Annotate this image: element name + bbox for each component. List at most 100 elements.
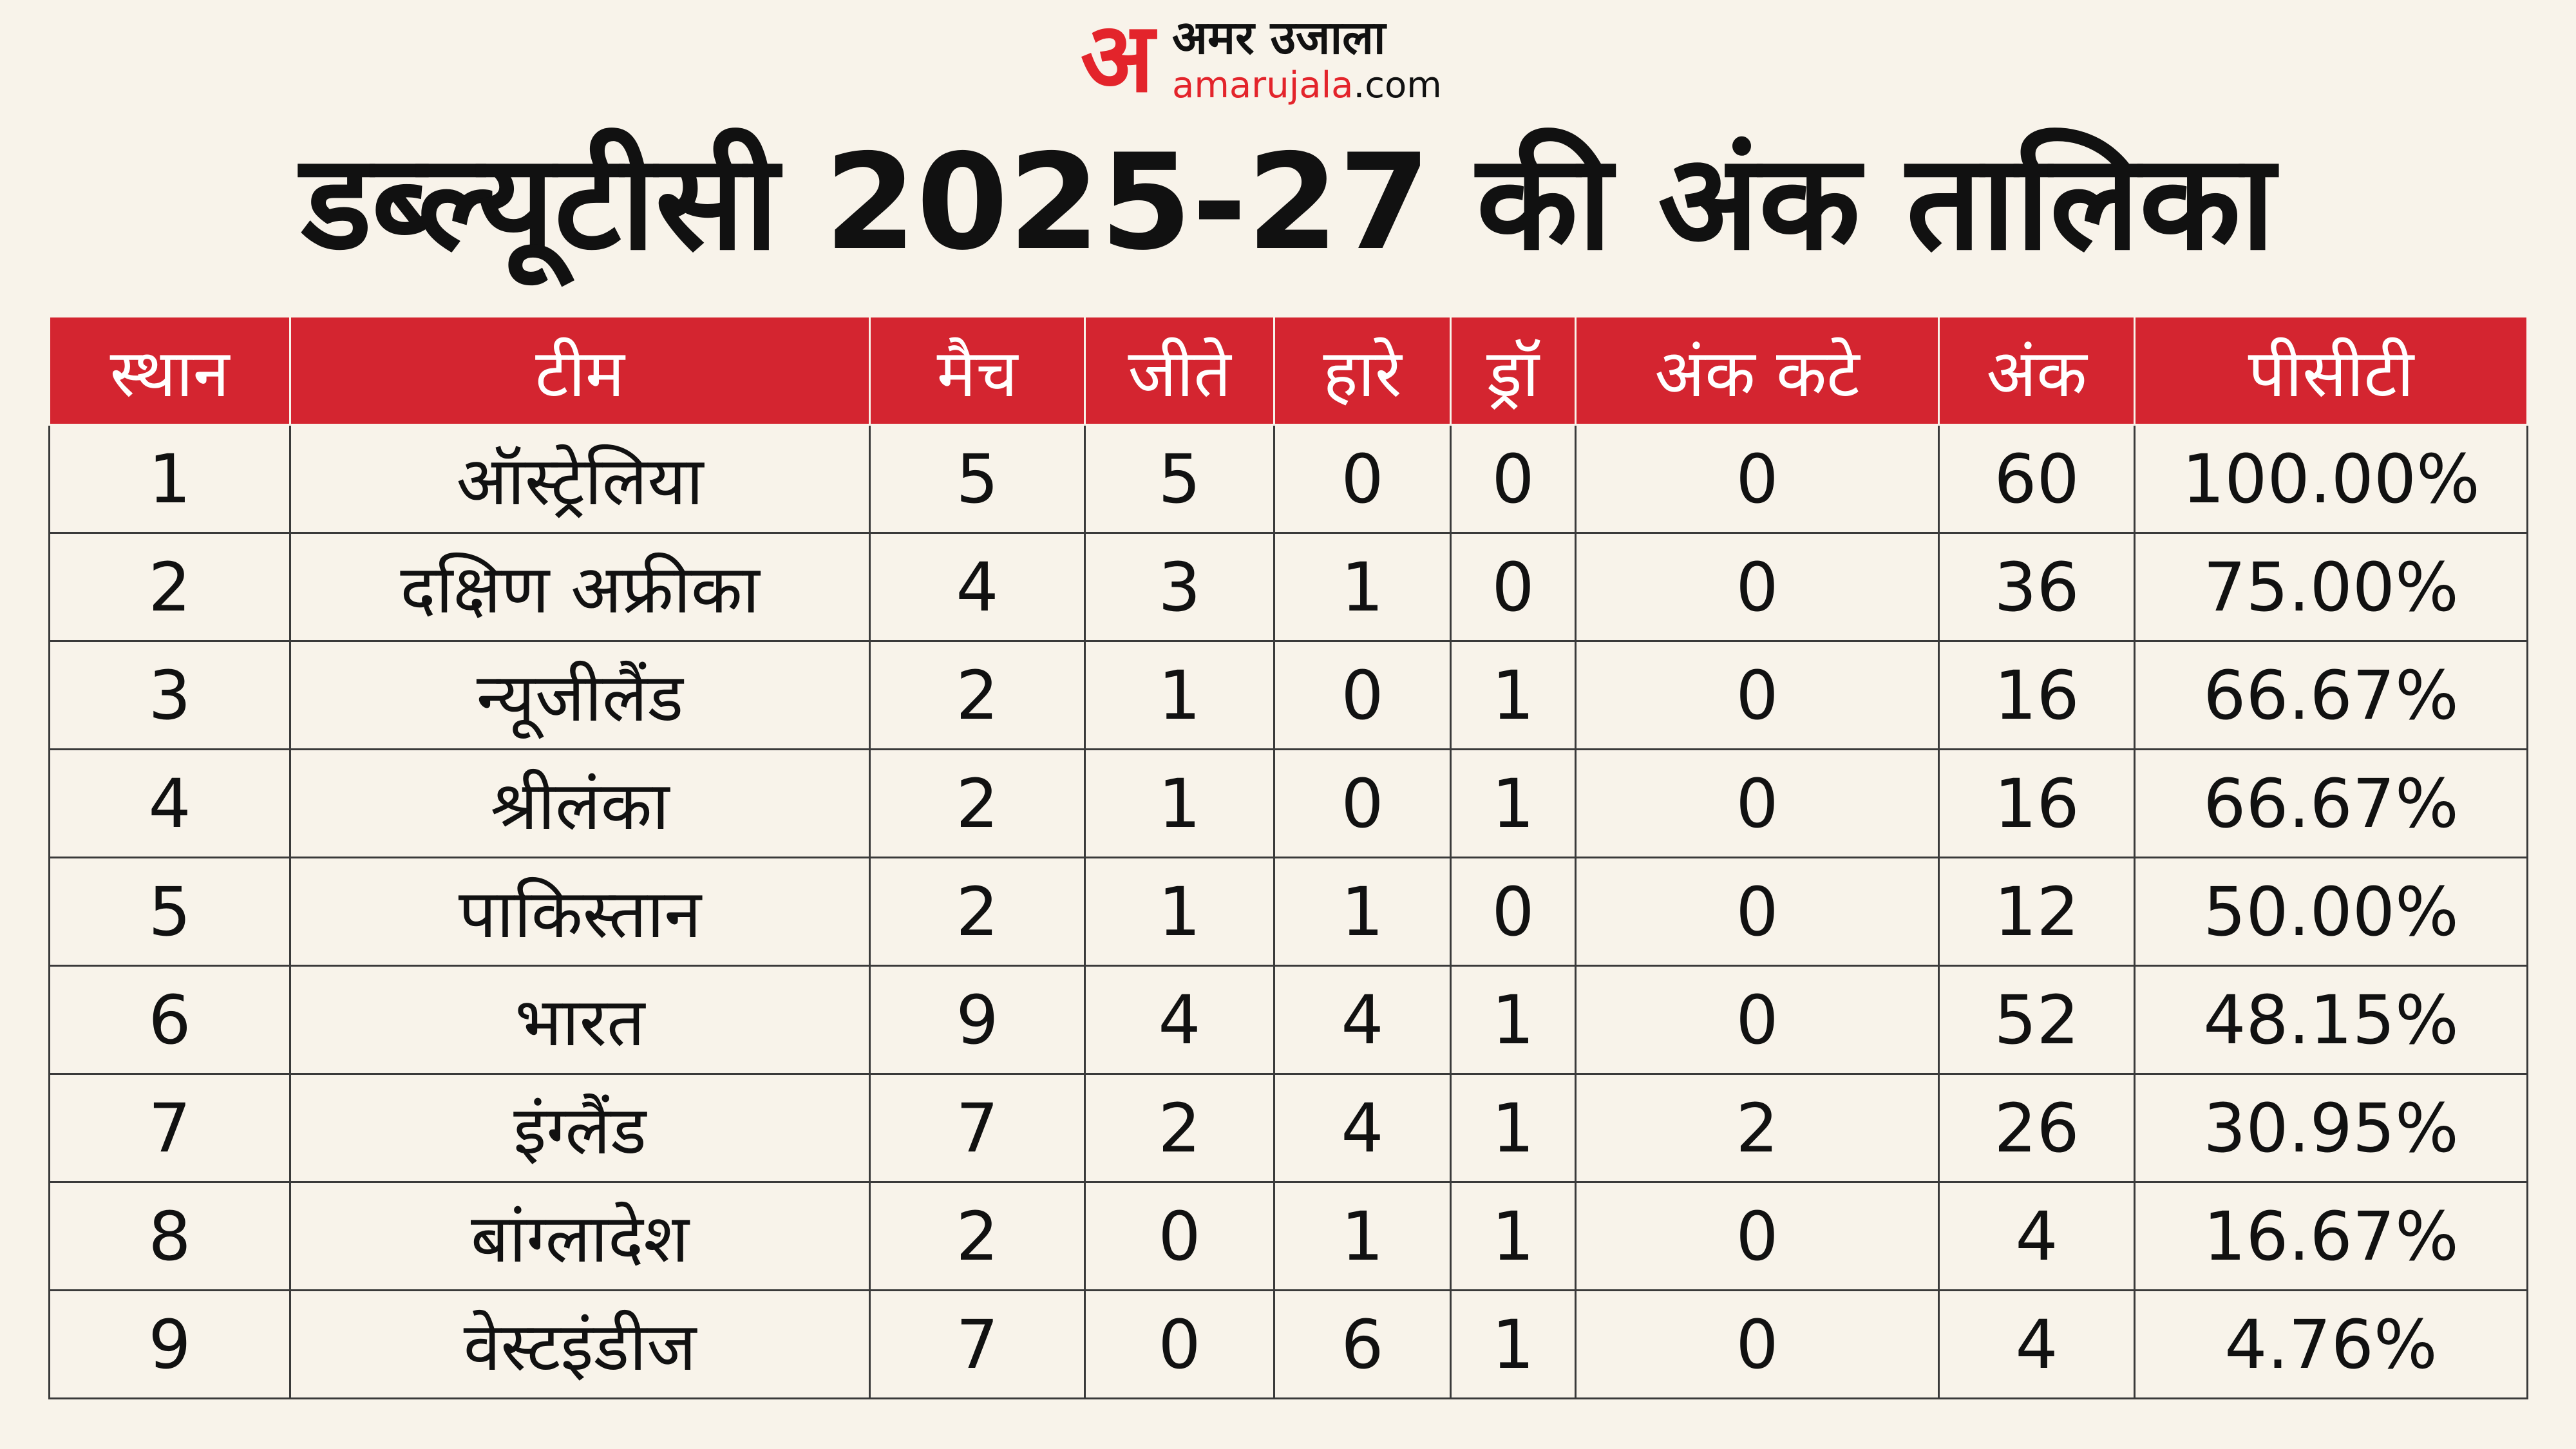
cell-draw: 1 — [1450, 965, 1577, 1075]
column-header-draw: ड्रॉ — [1450, 316, 1577, 426]
column-header-team: टीम — [289, 316, 871, 426]
cell-points-deducted: 0 — [1575, 532, 1940, 642]
column-header-pct: पीसीटी — [2134, 316, 2528, 426]
cell-matches: 5 — [869, 424, 1086, 534]
cell-won: 3 — [1084, 532, 1275, 642]
cell-draw: 1 — [1450, 748, 1577, 858]
cell-rank: 7 — [48, 1073, 291, 1183]
cell-lost: 0 — [1273, 424, 1452, 534]
table-header-row: स्थान टीम मैच जीते हारे ड्रॉ अंक कटे अंक… — [48, 316, 2528, 426]
cell-won: 2 — [1084, 1073, 1275, 1183]
cell-won: 4 — [1084, 965, 1275, 1075]
cell-matches: 2 — [869, 640, 1086, 750]
cell-draw: 1 — [1450, 1289, 1577, 1399]
table-row: 5 पाकिस्तान 2 1 1 0 0 12 50.00% — [48, 857, 2528, 967]
cell-points-deducted: 0 — [1575, 1289, 1940, 1399]
table-row: 7 इंग्लैंड 7 2 4 1 2 26 30.95% — [48, 1073, 2528, 1183]
table-row: 2 दक्षिण अफ्रीका 4 3 1 0 0 36 75.00% — [48, 532, 2528, 642]
cell-pct: 48.15% — [2134, 965, 2528, 1075]
table-row: 9 वेस्टइंडीज 7 0 6 1 0 4 4.76% — [48, 1289, 2528, 1399]
cell-matches: 9 — [869, 965, 1086, 1075]
column-header-rank: स्थान — [48, 316, 291, 426]
cell-lost: 0 — [1273, 748, 1452, 858]
cell-pct: 16.67% — [2134, 1181, 2528, 1291]
cell-matches: 7 — [869, 1073, 1086, 1183]
cell-pct: 30.95% — [2134, 1073, 2528, 1183]
column-header-points: अंक — [1938, 316, 2136, 426]
cell-rank: 5 — [48, 857, 291, 967]
cell-team: वेस्टइंडीज — [289, 1289, 871, 1399]
cell-won: 0 — [1084, 1289, 1275, 1399]
cell-lost: 4 — [1273, 965, 1452, 1075]
cell-won: 5 — [1084, 424, 1275, 534]
cell-lost: 6 — [1273, 1289, 1452, 1399]
logo-domain-suffix: .com — [1353, 64, 1442, 106]
cell-points: 36 — [1938, 532, 2136, 642]
cell-points-deducted: 0 — [1575, 965, 1940, 1075]
cell-pct: 66.67% — [2134, 748, 2528, 858]
cell-rank: 4 — [48, 748, 291, 858]
column-header-points-deducted: अंक कटे — [1575, 316, 1940, 426]
cell-draw: 1 — [1450, 1073, 1577, 1183]
cell-draw: 0 — [1450, 532, 1577, 642]
cell-rank: 3 — [48, 640, 291, 750]
cell-points: 4 — [1938, 1181, 2136, 1291]
logo-mark: अ — [1080, 2, 1155, 114]
logo-domain: amarujala.com — [1172, 65, 1442, 106]
cell-rank: 2 — [48, 532, 291, 642]
cell-matches: 7 — [869, 1289, 1086, 1399]
cell-lost: 1 — [1273, 857, 1452, 967]
cell-points-deducted: 0 — [1575, 424, 1940, 534]
cell-team: भारत — [289, 965, 871, 1075]
cell-points: 12 — [1938, 857, 2136, 967]
cell-won: 1 — [1084, 640, 1275, 750]
cell-points: 4 — [1938, 1289, 2136, 1399]
cell-points-deducted: 2 — [1575, 1073, 1940, 1183]
cell-points-deducted: 0 — [1575, 1181, 1940, 1291]
cell-pct: 100.00% — [2134, 424, 2528, 534]
cell-draw: 0 — [1450, 857, 1577, 967]
cell-won: 1 — [1084, 748, 1275, 858]
logo-name-hindi: अमर उजाला — [1172, 10, 1386, 64]
cell-rank: 1 — [48, 424, 291, 534]
cell-draw: 1 — [1450, 640, 1577, 750]
cell-lost: 0 — [1273, 640, 1452, 750]
cell-points-deducted: 0 — [1575, 857, 1940, 967]
column-header-matches: मैच — [869, 316, 1086, 426]
cell-points-deducted: 0 — [1575, 640, 1940, 750]
cell-lost: 4 — [1273, 1073, 1452, 1183]
points-table: स्थान टीम मैच जीते हारे ड्रॉ अंक कटे अंक… — [48, 316, 2528, 1399]
cell-matches: 4 — [869, 532, 1086, 642]
cell-won: 1 — [1084, 857, 1275, 967]
page-title: डब्ल्यूटीसी 2025-27 की अंक तालिका — [301, 126, 2275, 279]
amarujala-logo: अ अमर उजाला amarujala.com — [1069, 6, 1507, 109]
cell-rank: 8 — [48, 1181, 291, 1291]
table-row: 6 भारत 9 4 4 1 0 52 48.15% — [48, 965, 2528, 1075]
cell-points: 60 — [1938, 424, 2136, 534]
cell-team: न्यूजीलैंड — [289, 640, 871, 750]
logo-text: अमर उजाला amarujala.com — [1172, 10, 1442, 106]
logo-domain-prefix: amarujala — [1172, 64, 1354, 106]
cell-won: 0 — [1084, 1181, 1275, 1291]
cell-rank: 9 — [48, 1289, 291, 1399]
column-header-won: जीते — [1084, 316, 1275, 426]
cell-pct: 4.76% — [2134, 1289, 2528, 1399]
cell-team: श्रीलंका — [289, 748, 871, 858]
column-header-lost: हारे — [1273, 316, 1452, 426]
cell-team: इंग्लैंड — [289, 1073, 871, 1183]
cell-team: पाकिस्तान — [289, 857, 871, 967]
cell-team: बांग्लादेश — [289, 1181, 871, 1291]
cell-team: दक्षिण अफ्रीका — [289, 532, 871, 642]
cell-pct: 50.00% — [2134, 857, 2528, 967]
cell-points: 16 — [1938, 748, 2136, 858]
cell-matches: 2 — [869, 748, 1086, 858]
cell-team: ऑस्ट्रेलिया — [289, 424, 871, 534]
cell-pct: 66.67% — [2134, 640, 2528, 750]
table-row: 4 श्रीलंका 2 1 0 1 0 16 66.67% — [48, 748, 2528, 858]
cell-matches: 2 — [869, 857, 1086, 967]
cell-pct: 75.00% — [2134, 532, 2528, 642]
cell-matches: 2 — [869, 1181, 1086, 1291]
cell-points-deducted: 0 — [1575, 748, 1940, 858]
cell-draw: 0 — [1450, 424, 1577, 534]
cell-points: 26 — [1938, 1073, 2136, 1183]
